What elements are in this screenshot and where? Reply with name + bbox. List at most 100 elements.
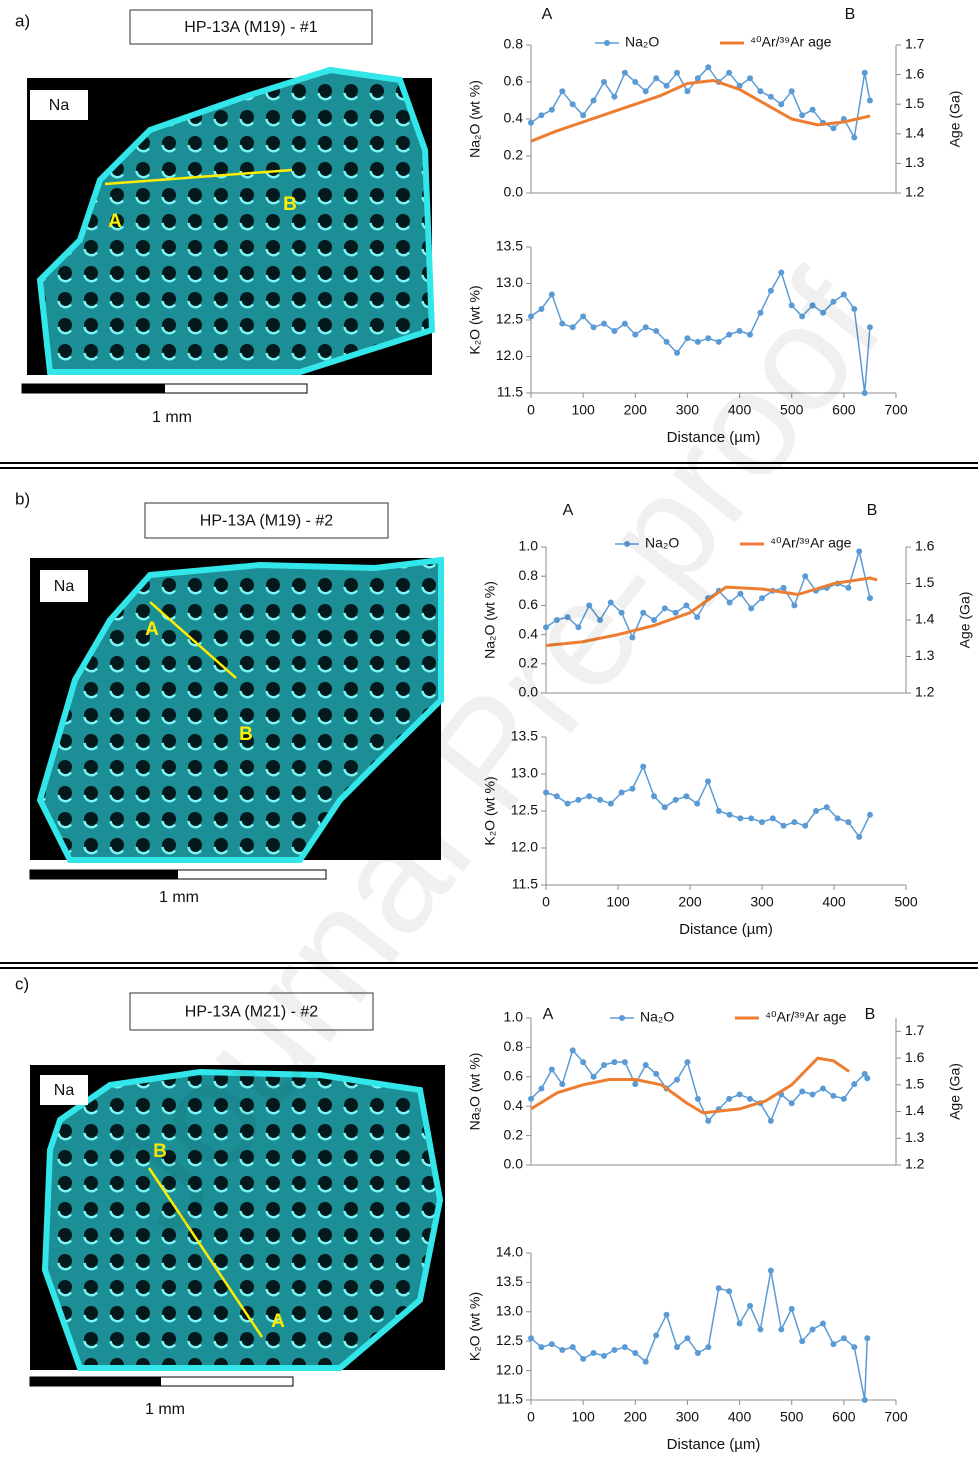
- data-point: [788, 1305, 795, 1312]
- data-point: [737, 815, 744, 822]
- y2-tick-label: 1.2: [905, 1156, 925, 1172]
- data-point: [736, 1091, 743, 1098]
- scale-bar-black: [30, 1377, 161, 1386]
- data-line: [530, 66, 871, 139]
- data-point: [788, 1100, 795, 1107]
- profile-start: A: [271, 1311, 285, 1332]
- data-point: [590, 1073, 597, 1080]
- panel-label: b): [15, 489, 30, 508]
- y-tick-label: 12.5: [496, 311, 523, 327]
- data-point: [569, 324, 576, 331]
- y-tick-label: 0.4: [504, 1097, 524, 1113]
- y2-axis-label: Age (Ga): [947, 1063, 963, 1120]
- data-point: [747, 1302, 753, 1309]
- data-point: [674, 1076, 680, 1083]
- data-point: [767, 287, 774, 294]
- data-point: [866, 324, 873, 331]
- data-point: [864, 1075, 871, 1082]
- data-point: [856, 833, 863, 840]
- data-point: [759, 819, 765, 826]
- y-tick-label: 13.5: [496, 1273, 523, 1289]
- element-box: [40, 1075, 88, 1105]
- x-axis-label: Distance (µm): [667, 1436, 761, 1453]
- data-point: [642, 324, 649, 331]
- data-point: [788, 302, 795, 309]
- data-point: [632, 331, 639, 338]
- x-tick-label: 0: [527, 402, 535, 418]
- data-point: [780, 584, 787, 591]
- data-point: [548, 291, 555, 298]
- data-point: [715, 338, 722, 345]
- data-point: [629, 785, 636, 792]
- data-point: [694, 1095, 701, 1102]
- x-tick-label: 200: [678, 894, 702, 910]
- y-tick-label: 12.5: [511, 802, 538, 818]
- y-axis-label: Na₂O (wt %): [467, 1053, 483, 1131]
- x-tick-label: 500: [894, 894, 918, 910]
- x-tick-label: 100: [606, 894, 630, 910]
- legend-label: ⁴⁰Ar/³⁹Ar age: [750, 34, 832, 50]
- data-point: [840, 1335, 847, 1342]
- x-tick-label: 400: [728, 1409, 752, 1425]
- y2-tick-label: 1.5: [915, 574, 935, 590]
- y2-tick-label: 1.4: [905, 125, 925, 141]
- data-point: [757, 1326, 764, 1333]
- data-point: [799, 313, 806, 320]
- data-point: [788, 88, 795, 95]
- data-point: [559, 88, 566, 95]
- y-tick-label: 12.5: [496, 1332, 523, 1348]
- data-point: [726, 1288, 733, 1295]
- data-point: [684, 335, 691, 342]
- data-line: [530, 1269, 869, 1401]
- data-point: [651, 617, 657, 623]
- data-point: [736, 327, 743, 334]
- data-point: [684, 88, 691, 95]
- data-point: [559, 320, 566, 327]
- x-tick-label: 100: [571, 402, 595, 418]
- data-point: [663, 82, 670, 89]
- y-tick-label: 11.5: [497, 1391, 523, 1407]
- data-point: [767, 1267, 774, 1274]
- data-point: [569, 1047, 576, 1054]
- legend-label: Na₂O: [625, 34, 659, 50]
- data-point: [621, 320, 628, 327]
- data-point: [607, 599, 614, 606]
- data-point: [632, 79, 639, 85]
- data-point: [864, 1335, 871, 1342]
- data-point: [737, 590, 744, 597]
- scale-label: 1 mm: [159, 889, 199, 906]
- data-point: [780, 822, 787, 829]
- data-point: [611, 1347, 618, 1354]
- data-point: [809, 1326, 816, 1333]
- data-point: [767, 93, 774, 100]
- y2-tick-label: 1.6: [905, 65, 925, 81]
- data-point: [663, 1311, 670, 1318]
- scale-bar-black: [22, 384, 165, 393]
- data-point: [705, 1117, 712, 1124]
- data-point: [757, 309, 764, 316]
- data-point: [809, 302, 816, 309]
- data-point: [621, 69, 628, 76]
- x-tick-label: 700: [884, 402, 908, 418]
- data-point: [580, 1059, 587, 1066]
- data-point: [564, 614, 571, 621]
- y-tick-label: 13.0: [496, 274, 523, 290]
- data-point: [569, 101, 576, 108]
- y-tick-label: 13.5: [496, 238, 523, 254]
- x-axis-label: Distance (µm): [667, 429, 761, 446]
- data-point: [866, 97, 873, 104]
- data-point: [840, 1095, 847, 1102]
- x-tick-label: 300: [676, 402, 700, 418]
- data-point: [653, 327, 660, 334]
- data-point: [528, 119, 534, 126]
- data-point: [856, 548, 863, 555]
- y-axis-label: K₂O (wt %): [467, 1292, 483, 1361]
- legend-label: Na₂O: [640, 1009, 674, 1025]
- y-axis-label: Na₂O (wt %): [467, 80, 483, 158]
- data-point: [802, 573, 809, 580]
- data-point: [607, 800, 614, 807]
- data-point: [845, 584, 852, 591]
- y-axis-label: K₂O (wt %): [482, 776, 498, 845]
- y2-tick-label: 1.6: [915, 538, 935, 554]
- data-point: [684, 1335, 691, 1342]
